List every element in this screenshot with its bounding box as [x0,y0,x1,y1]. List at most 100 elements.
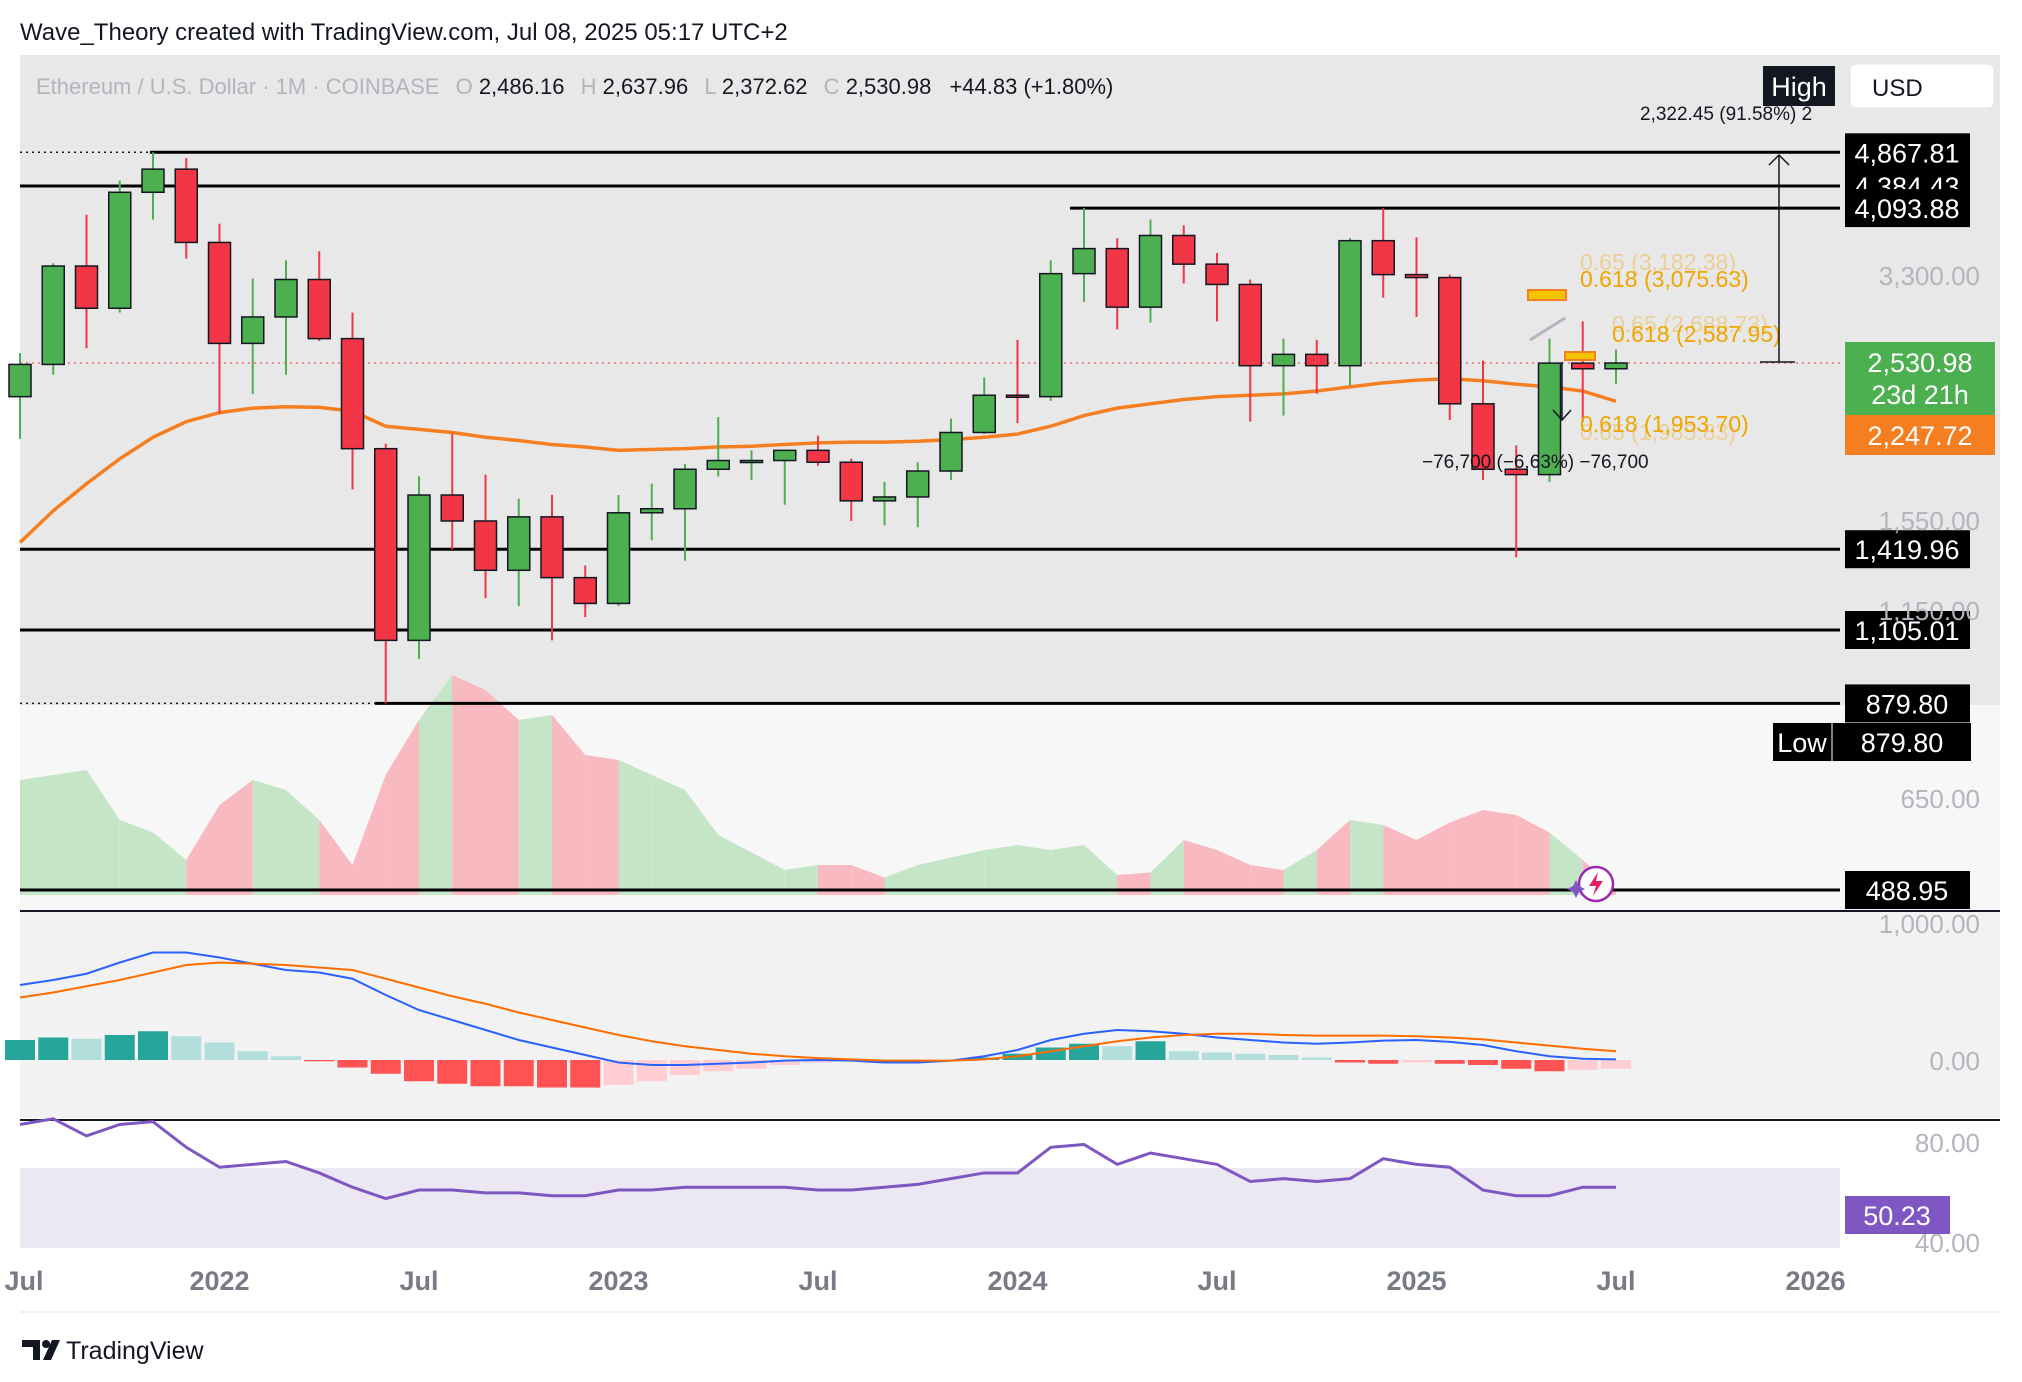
candle [773,449,797,505]
macd-histogram-bar [337,1060,368,1068]
candle-body [74,265,99,309]
candle-body [41,265,65,366]
volume-segment [1449,810,1483,895]
candle [1005,339,1030,424]
candle [1238,279,1262,422]
candle-body [174,168,198,244]
volume-tick-650: 650.00 [1900,784,1980,814]
candle-body [8,363,32,398]
macd-histogram-bar [370,1060,401,1074]
rsi-line [19,1117,1616,1201]
level-price-tag: 1,419.96 [1845,530,1970,569]
level-price-label: 4,867.81 [1854,138,1959,168]
volume-segment [784,865,818,895]
high-label: H [581,74,597,99]
candle-body [972,394,996,434]
macd-histogram-bar [1401,1060,1432,1063]
ohlc-legend: Ethereum / U.S. Dollar · 1M · COINBASE O… [36,74,1113,99]
volume-segment [485,690,519,895]
close-label: C [824,74,840,99]
candle [1105,238,1129,330]
volume-segment [1084,845,1118,895]
fib-level-label: 0.618 (2,587.95) [1612,321,1781,347]
candle-body [939,431,963,472]
measure-up-label: 2,322.45 (91.58%) 2 [1640,104,1812,125]
candle-body [640,507,664,514]
low-value: 2,372.62 [722,74,808,99]
macd-histogram-bar [1268,1055,1299,1060]
lightning-marker-icon [1567,865,1615,903]
candle-body [1072,247,1096,275]
candle [1172,225,1196,284]
high-tag-label: High [1771,72,1827,102]
rsi-pane-band [20,1168,1840,1248]
high-value: 2,637.96 [603,74,689,99]
candle-body [307,278,331,340]
volume-segment [1250,865,1284,895]
volume-level-tag: 488.95 [1845,871,1970,909]
macd-histogram-bar [1434,1060,1465,1064]
candle [1039,260,1063,401]
candle-body [806,449,830,463]
trend-segment [1529,316,1566,342]
volume-segment [1516,815,1550,895]
candle-body [1371,239,1395,276]
candle-body [673,468,697,510]
macd-histogram-bar [537,1060,567,1088]
candle [1504,445,1528,558]
candle-body [540,516,564,579]
candle-body [1438,276,1462,405]
candle [340,312,365,490]
candle [407,476,431,659]
macd-histogram-bar [503,1060,534,1087]
measure-down-arrowhead [1552,409,1572,422]
rsi-value: 50.23 [1863,1201,1931,1231]
time-tick-label: Jul [1197,1266,1236,1296]
volume-segment [119,820,153,895]
candle-body [1039,272,1063,398]
currency-label: USD [1872,75,1923,102]
level-price-tag: 879.80 [1845,684,1970,723]
volume-segment [851,865,885,895]
macd-histogram-bar [1534,1060,1565,1072]
candle [839,458,863,521]
macd-histogram-bar [736,1060,767,1069]
symbol-name: Ethereum / U.S. Dollar · 1M · COINBASE [36,74,439,99]
candle [1138,219,1163,323]
bar-countdown: 23d 21h [1871,380,1969,410]
volume-segment [186,805,220,895]
candle [806,435,830,466]
macd-histogram-bar [271,1056,301,1060]
volume-segment [1217,850,1251,895]
candle [174,158,198,259]
volume-segment [685,790,719,895]
candle [473,474,498,599]
macd-histogram-bar [5,1040,35,1060]
candle-body [374,447,398,642]
candle [673,463,697,561]
currency-selector[interactable]: USD [1849,63,1995,109]
volume-segment [452,675,486,895]
volume-level-label: 488.95 [1866,876,1949,906]
candle-body [606,512,631,605]
macd-signal-line [19,961,1617,1062]
volume-segment [884,865,918,895]
candle-body [440,494,464,522]
fib-level-label: 0.65 (1,985.83) [1580,419,1736,445]
candle [108,180,132,313]
candle [274,260,298,375]
macd-histogram-bar [38,1037,69,1060]
time-tick-label: Jul [798,1266,837,1296]
candle-body [1571,362,1595,370]
volume-segment [1117,872,1151,895]
volume-segment [219,780,253,895]
volume-segment [1416,822,1450,895]
macd-histogram-bar [1335,1060,1365,1063]
rsi-tick-80: 80.00 [1915,1128,1980,1158]
macd-histogram-bar [803,1060,833,1063]
candle [8,353,32,439]
time-tick-label: Jul [1596,1266,1635,1296]
volume-segment [518,715,552,895]
